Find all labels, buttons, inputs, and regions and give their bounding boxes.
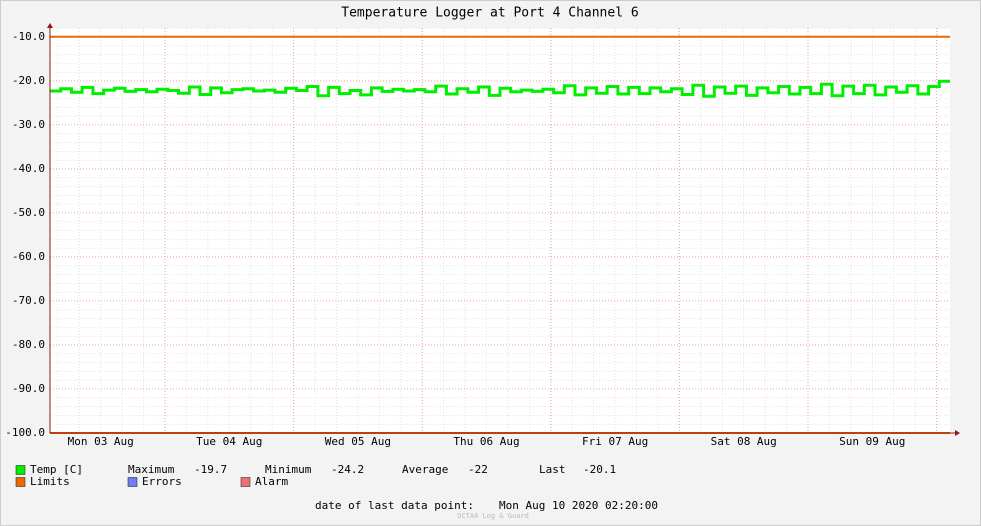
stat-value: -24.2 bbox=[331, 463, 364, 476]
y-tick-label: -60.0 bbox=[12, 250, 45, 263]
chart-title: Temperature Logger at Port 4 Channel 6 bbox=[341, 6, 638, 21]
x-tick-label: Sat 08 Aug bbox=[711, 435, 777, 448]
temp-line bbox=[50, 79, 950, 98]
footer-value: Mon Aug 10 2020 02:20:00 bbox=[499, 499, 658, 512]
x-tick-label: Thu 06 Aug bbox=[453, 435, 519, 448]
stat-label: Maximum bbox=[128, 463, 175, 476]
x-tick-label: Sun 09 Aug bbox=[839, 435, 905, 448]
x-tick-label: Fri 07 Aug bbox=[582, 435, 648, 448]
legend-label: Errors bbox=[142, 475, 182, 488]
legend-swatch bbox=[15, 477, 26, 487]
legend-label: Alarm bbox=[255, 475, 288, 488]
legend-label: Limits bbox=[30, 475, 70, 488]
stat-label: Minimum bbox=[265, 463, 312, 476]
y-tick-label: -10.0 bbox=[12, 30, 45, 43]
x-tick-label: Tue 04 Aug bbox=[196, 435, 262, 448]
stat-value: -22 bbox=[468, 463, 488, 476]
legend-swatch bbox=[240, 477, 251, 487]
y-tick-label: -90.0 bbox=[12, 382, 45, 395]
footer-label: date of last data point: bbox=[315, 499, 474, 512]
stat-label: Average bbox=[402, 463, 448, 476]
watermark: OCTA4 Log & Guard bbox=[457, 512, 529, 520]
y-tick-label: -40.0 bbox=[12, 162, 45, 175]
y-tick-label: -100.0 bbox=[5, 426, 45, 439]
x-tick-label: Wed 05 Aug bbox=[325, 435, 391, 448]
stat-label: Last bbox=[539, 463, 566, 476]
y-tick-label: -80.0 bbox=[12, 338, 45, 351]
stat-value: -20.1 bbox=[583, 463, 616, 476]
y-tick-label: -50.0 bbox=[12, 206, 45, 219]
y-tick-label: -70.0 bbox=[12, 294, 45, 307]
legend-swatch bbox=[15, 465, 26, 475]
y-tick-label: -30.0 bbox=[12, 118, 45, 131]
legend-swatch bbox=[127, 477, 138, 487]
legend-label: Temp [C] bbox=[30, 463, 83, 476]
stat-value: -19.7 bbox=[194, 463, 227, 476]
x-tick-label: Mon 03 Aug bbox=[68, 435, 134, 448]
y-tick-label: -20.0 bbox=[12, 74, 45, 87]
